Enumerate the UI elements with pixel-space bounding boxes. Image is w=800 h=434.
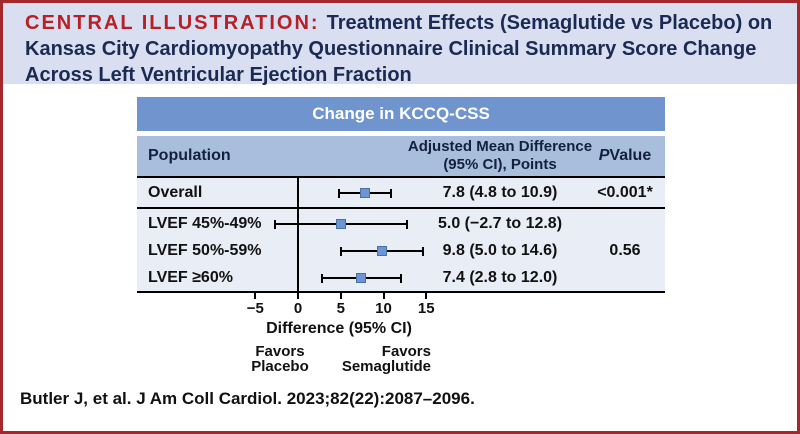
citation: Butler J, et al. J Am Coll Cardiol. 2023… — [20, 389, 475, 408]
axis-tick-label: 0 — [293, 300, 303, 317]
p-value-text: 0.56 — [609, 242, 641, 259]
column-header-p-value: P Value — [580, 136, 670, 176]
row-label: LVEF 50%-59% — [148, 242, 262, 259]
ci-cap-right — [399, 273, 402, 283]
axis-tick-label: 5 — [336, 300, 345, 317]
overall-subgroup-separator-line — [137, 207, 665, 209]
forest-plot-area: Overall 7.8 (4.8 to 10.9) <0.001* LVEF 45%-… — [137, 176, 665, 293]
ci-cap-left — [273, 219, 276, 229]
favors-placebo-line-1: Favors — [255, 343, 305, 360]
axis-tick — [425, 293, 428, 299]
point-marker — [356, 273, 367, 283]
point-marker — [359, 188, 370, 198]
axis-tick — [339, 293, 342, 299]
favors-semaglutide-label: Favors Semaglutide — [311, 344, 431, 374]
title-line-2: Kansas City Cardiomyopathy Questionnaire… — [25, 38, 757, 60]
x-axis-label: Difference (95% CI) — [266, 320, 412, 337]
value-text: 9.8 (5.0 to 14.6) — [442, 242, 558, 259]
axis-tick — [254, 293, 257, 299]
ci-cap-right — [406, 219, 409, 229]
point-marker — [335, 219, 346, 229]
figure-title: CENTRAL ILLUSTRATION: Treatment Effects (… — [25, 10, 772, 88]
zero-reference-line — [297, 178, 299, 291]
figure-header-band: CENTRAL ILLUSTRATION: Treatment Effects (… — [3, 3, 797, 86]
p-value-text: <0.001* — [597, 184, 653, 201]
kccq-results-table: Change in KCCQ-CSS Population Adjusted M… — [137, 97, 665, 381]
ci-cap-left — [339, 246, 342, 256]
point-marker — [376, 246, 387, 256]
title-line-1-text: Treatment Effects (Semaglutide vs Placeb… — [326, 12, 773, 34]
row-label: Overall — [148, 184, 203, 201]
ci-cap-left — [338, 188, 341, 198]
p-rest: Value — [609, 147, 652, 164]
axis-tick-label: 10 — [375, 300, 392, 317]
ci-cap-right — [390, 188, 393, 198]
column-header-adjusted-mean-difference: Adjusted Mean Difference (95% CI), Point… — [380, 136, 620, 176]
row-label: LVEF ≥60% — [148, 269, 233, 286]
column-header-population: Population — [148, 147, 231, 164]
amd-header-line-2: (95% CI), Points — [443, 156, 557, 173]
title-line-3: Across Left Ventricular Ejection Fractio… — [25, 64, 412, 86]
favors-placebo-label: Favors Placebo — [220, 344, 340, 374]
value-text: 7.4 (2.8 to 12.0) — [442, 269, 558, 286]
value-text: 5.0 (−2.7 to 12.8) — [437, 215, 563, 232]
ci-cap-right — [421, 246, 424, 256]
p-italic: P — [598, 147, 610, 164]
table-header-row: Population Adjusted Mean Difference (95%… — [137, 136, 665, 176]
table-banner: Change in KCCQ-CSS — [137, 97, 665, 131]
row-label: LVEF 45%-49% — [148, 215, 262, 232]
favors-semaglutide-line-2: Semaglutide — [341, 358, 431, 375]
value-text: 7.8 (4.8 to 10.9) — [442, 184, 558, 201]
ci-cap-left — [320, 273, 323, 283]
title-line-1: CENTRAL ILLUSTRATION: Treatment Effects (… — [25, 10, 772, 36]
axis-tick-label: 15 — [417, 300, 435, 317]
favors-placebo-line-2: Placebo — [251, 358, 309, 375]
axis-tick-label: −5 — [246, 300, 264, 317]
central-illustration-label: CENTRAL ILLUSTRATION: — [25, 12, 320, 34]
axis-tick — [382, 293, 385, 299]
favors-semaglutide-line-1: Favors — [381, 343, 431, 360]
amd-header-line-1: Adjusted Mean Difference — [407, 138, 593, 155]
axis-tick — [297, 293, 299, 299]
x-axis: Difference (95% CI) Favors Placebo Favor… — [137, 293, 665, 381]
